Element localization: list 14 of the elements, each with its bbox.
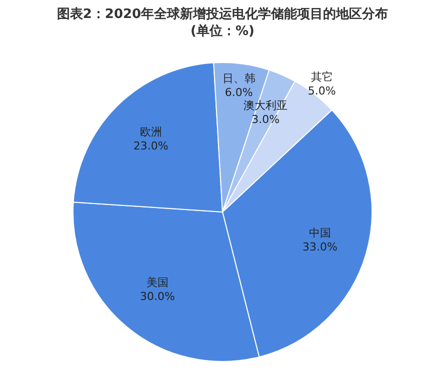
- data-label: 5.0%: [308, 84, 336, 98]
- slice-label: 美国: [146, 276, 168, 289]
- data-label: 33.0%: [302, 240, 338, 254]
- slice-label: 其它: [310, 70, 333, 84]
- data-label: 30.0%: [140, 290, 175, 303]
- data-label: 3.0%: [252, 113, 280, 126]
- chart-subtitle: (单位：%): [190, 23, 256, 40]
- slice-label: 澳大利亚: [244, 99, 288, 112]
- slice-label: 中国: [309, 226, 332, 240]
- data-label: 6.0%: [224, 86, 253, 99]
- slice-label: 日、韩: [222, 72, 256, 85]
- chart-title: 图表2：2020年全球新增投运电化学储能项目的地区分布: [56, 6, 390, 23]
- data-label: 23.0%: [133, 140, 168, 153]
- slice-label: 欧洲: [140, 126, 162, 139]
